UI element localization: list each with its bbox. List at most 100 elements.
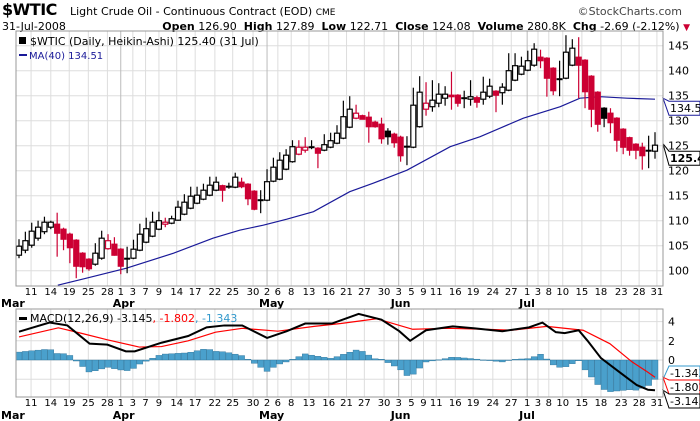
date-tick-label: 16 (449, 398, 462, 409)
date-tick-label: 25 (226, 398, 239, 409)
candle-body (562, 51, 570, 79)
candle-body (181, 201, 188, 215)
instrument-title: Light Crude Oil - Continuous Contract (E… (70, 5, 335, 20)
month-label: Jul (518, 409, 535, 421)
macd-histogram-bar (327, 358, 334, 361)
macd-histogram-bar (352, 349, 360, 361)
price-tick-label: 145 (668, 40, 689, 53)
brand-link[interactable]: ©StockCharts.com (577, 5, 682, 18)
date-tick-label: 10 (556, 398, 569, 409)
date-tick-label: 18 (595, 398, 608, 409)
candle-body (581, 59, 589, 93)
candle-body (416, 91, 423, 128)
date-tick-label: 2 (264, 287, 270, 298)
candle-body (206, 184, 213, 196)
macd-histogram-bar (594, 359, 601, 385)
macd-panel-frame (15, 308, 664, 398)
macd-histogram-bar (130, 359, 137, 369)
low-value: 122.71 (349, 20, 389, 33)
macd-histogram-bar (104, 359, 112, 368)
close-value: 124.08 (432, 20, 471, 33)
macd-histogram-bar (524, 358, 531, 361)
date-tick-label: 11 (430, 287, 443, 298)
date-tick-label: 9 (156, 287, 162, 298)
ma-legend: MA(40) 134.51 (29, 51, 103, 62)
date-tick-label: 3 (396, 398, 402, 409)
date-tick-label: 9 (156, 398, 162, 409)
candle-body (321, 144, 328, 151)
candle-body (136, 233, 143, 251)
macd-histogram-bar (391, 359, 398, 367)
macd-histogram-bar (333, 356, 341, 361)
date-tick-label: 25 (82, 287, 95, 298)
date-tick-label: 17 (189, 287, 202, 298)
candle-body (601, 107, 608, 119)
macd-legend-value: -3.145 (117, 312, 152, 325)
macd-histogram-bar (467, 358, 474, 361)
month-label: Mar (1, 297, 25, 310)
candle-body (473, 97, 481, 103)
candle-doji (403, 145, 410, 148)
chg-label: Chg (572, 20, 597, 33)
candle-body (130, 248, 137, 259)
candle-body (283, 154, 290, 170)
date-tick-label: 28 (101, 287, 114, 298)
candle-body (60, 228, 67, 240)
date-tick-label: 15 (575, 398, 588, 409)
date-tick-label: 30 (247, 398, 260, 409)
date-tick-label: 18 (595, 287, 608, 298)
candle-body (518, 65, 525, 75)
macd-histogram-bar (187, 352, 194, 361)
candle-body (155, 220, 163, 230)
date-tick-label: 22 (209, 287, 222, 298)
macd-histogram-bar (289, 359, 296, 361)
date-tick-label: 1 (524, 398, 530, 409)
macd-histogram-bar (314, 356, 322, 361)
date-tick-label: 3 (130, 287, 136, 298)
candle-body (263, 181, 271, 201)
price-panel-frame (15, 30, 664, 287)
month-label: May (259, 409, 284, 421)
signal-legend-value: , -1.802 (153, 312, 195, 325)
macd-histogram-bar (66, 355, 74, 361)
date-tick-label: 9 (420, 287, 426, 298)
candle-body (346, 108, 353, 128)
macd-histogram-bar (15, 351, 23, 361)
month-label: Jun (390, 297, 411, 310)
macd-histogram-bar (562, 359, 570, 367)
candle-body (613, 117, 620, 141)
date-tick-label: 8 (288, 287, 294, 298)
date-tick-label: 14 (170, 398, 183, 409)
date-tick-label: 2 (264, 398, 270, 409)
date-tick-label: 3 (535, 398, 541, 409)
macd-histogram-bar (73, 359, 80, 362)
month-label: May (259, 297, 284, 310)
macd-histogram-bar (123, 359, 131, 371)
high-label: High (243, 20, 273, 33)
macd-histogram-bar (454, 357, 462, 361)
macd-histogram-bar (403, 359, 411, 376)
macd-histogram-bar (28, 350, 35, 361)
date-tick-label: 16 (322, 287, 335, 298)
macd-histogram-bar (639, 359, 646, 389)
date-tick-label: 19 (63, 398, 76, 409)
date-tick-label: 23 (615, 398, 628, 409)
candle-body (219, 185, 226, 191)
macd-histogram-bar (117, 359, 124, 371)
candle-body (251, 190, 258, 210)
macd-histogram-bar (85, 359, 93, 373)
signal-line (18, 318, 656, 378)
high-value: 127.89 (275, 20, 315, 33)
candle-body (384, 130, 391, 138)
candle-body (149, 221, 156, 237)
macd-histogram-bar (321, 357, 328, 361)
candle-body (73, 239, 80, 267)
candle-body (569, 47, 576, 66)
candle-body (639, 146, 646, 157)
price-legend: $WTIC (Daily, Heikin-Ashi) 125.40 (31 Ju… (30, 35, 259, 48)
candle-body (511, 65, 519, 81)
macd-histogram-bar (543, 358, 551, 361)
date-tick-label: 19 (467, 287, 480, 298)
candle-body (340, 116, 347, 139)
macd-histogram-bar (505, 359, 512, 361)
